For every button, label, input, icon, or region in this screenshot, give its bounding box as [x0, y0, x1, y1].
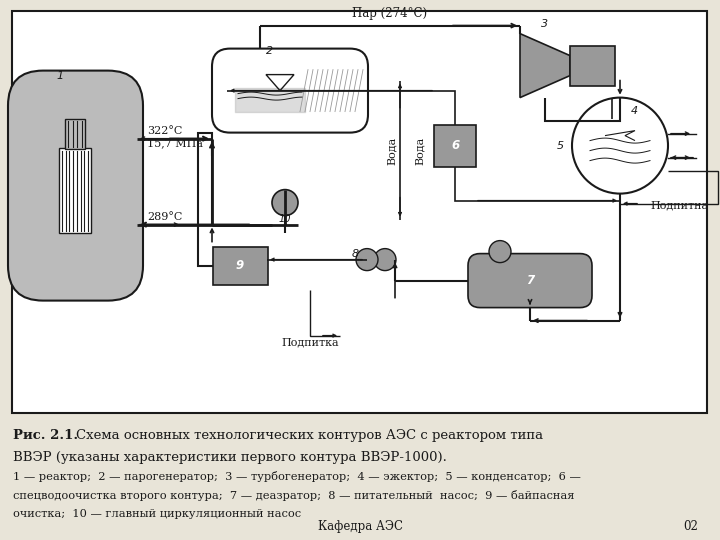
Text: 2: 2: [266, 45, 274, 56]
FancyBboxPatch shape: [8, 71, 143, 301]
Ellipse shape: [572, 98, 668, 194]
FancyBboxPatch shape: [468, 254, 592, 308]
Text: 6: 6: [451, 139, 459, 152]
Text: ВВЭР (указаны характеристики первого контура ВВЭР-1000).: ВВЭР (указаны характеристики первого кон…: [13, 451, 447, 464]
Polygon shape: [520, 33, 570, 98]
Text: Кафедра АЭС: Кафедра АЭС: [318, 520, 402, 533]
Ellipse shape: [489, 241, 511, 262]
Bar: [59, 147, 91, 233]
Text: 1 — реактор;  2 — парогенератор;  3 — турбогенератор;  4 — эжектор;  5 — конденс: 1 — реактор; 2 — парогенератор; 3 — турб…: [13, 471, 581, 482]
Text: 1: 1: [56, 71, 63, 80]
Text: 15,7 МПа: 15,7 МПа: [147, 139, 203, 148]
Bar: [434, 125, 476, 167]
Text: 9: 9: [236, 259, 244, 272]
Bar: [65, 119, 85, 148]
Text: 5: 5: [557, 140, 564, 151]
Text: 4: 4: [631, 106, 638, 116]
Text: Схема основных технологических контуров АЭС с реактором типа: Схема основных технологических контуров …: [76, 429, 543, 442]
FancyBboxPatch shape: [212, 49, 368, 133]
Text: Подпитка: Подпитка: [282, 338, 339, 348]
Ellipse shape: [356, 248, 378, 271]
Polygon shape: [602, 113, 612, 124]
Text: 322°С: 322°С: [147, 126, 182, 136]
Text: Рис. 2.1.: Рис. 2.1.: [13, 429, 78, 442]
Text: очистка;  10 — главный циркуляционный насос: очистка; 10 — главный циркуляционный нас…: [13, 509, 301, 519]
Text: 10: 10: [279, 214, 292, 224]
Text: спецводоочистка второго контура;  7 — деазратор;  8 — питательный  насос;  9 — б: спецводоочистка второго контура; 7 — деа…: [13, 490, 575, 501]
Text: 289°С: 289°С: [147, 212, 182, 221]
Text: 7: 7: [526, 274, 534, 287]
Text: Вода: Вода: [415, 137, 425, 165]
Text: 02: 02: [683, 520, 698, 533]
Text: 3: 3: [541, 18, 549, 29]
Text: Подпитна: Подпитна: [650, 200, 708, 211]
Ellipse shape: [272, 190, 298, 215]
Text: Пар (274°С): Пар (274°С): [352, 6, 428, 19]
Polygon shape: [612, 113, 622, 124]
Bar: [570, 45, 615, 86]
Text: 8: 8: [351, 248, 359, 259]
Text: Вода: Вода: [387, 137, 397, 165]
Bar: [213, 247, 268, 285]
Ellipse shape: [374, 248, 396, 271]
